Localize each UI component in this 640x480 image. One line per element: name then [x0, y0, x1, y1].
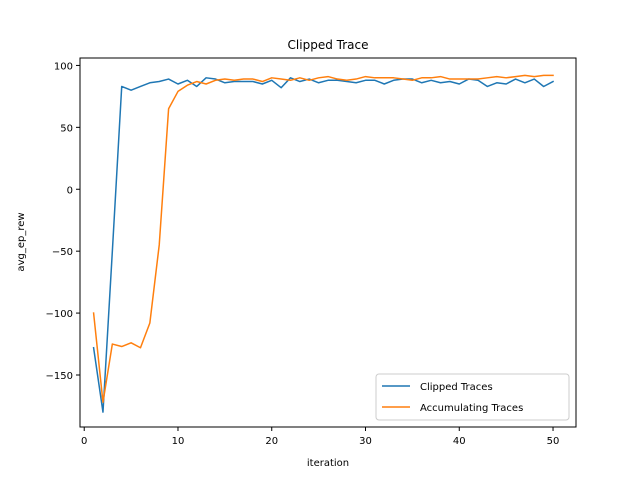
y-tick-label: 0	[67, 185, 73, 196]
x-tick-label: 20	[265, 436, 278, 447]
y-tick-label: 50	[60, 123, 73, 134]
series-line-1	[92, 74, 554, 403]
plot-frame	[79, 57, 577, 428]
y-axis-label: avg_ep_rew	[16, 212, 27, 271]
x-tick-label: 40	[453, 436, 466, 447]
x-tick-label: 50	[547, 436, 560, 447]
x-tick-label: 30	[359, 436, 372, 447]
legend-label-1: Accumulating Traces	[420, 403, 523, 414]
legend-box	[375, 373, 570, 421]
series-line-0	[92, 77, 555, 413]
plot-area	[92, 74, 555, 413]
y-tick-label: 100	[54, 61, 73, 72]
legend-label-0: Clipped Traces	[420, 382, 493, 393]
y-tick-label: −50	[52, 247, 73, 258]
x-axis-label: iteration	[307, 458, 349, 469]
y-tick-label: −100	[46, 309, 73, 320]
y-tick-label: −150	[46, 371, 73, 382]
x-tick-label: 0	[81, 436, 87, 447]
x-tick-label: 10	[172, 436, 185, 447]
legend: Clipped Traces Accumulating Traces	[375, 373, 570, 421]
chart-title: Clipped Trace	[288, 38, 369, 52]
